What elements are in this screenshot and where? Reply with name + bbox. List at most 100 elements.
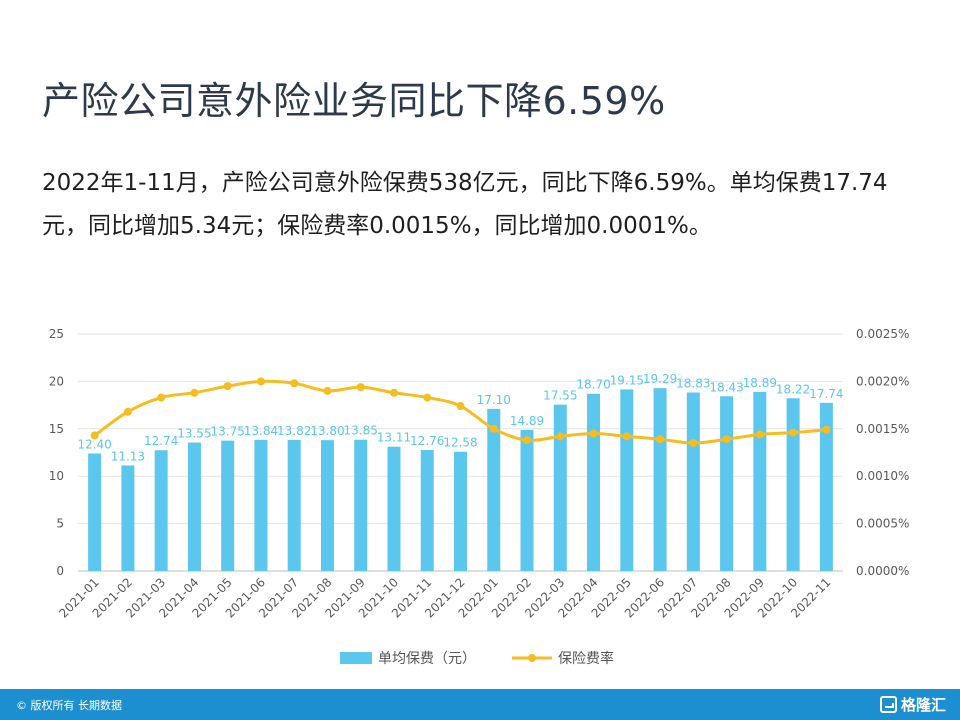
bar-value-label: 12.40: [77, 437, 111, 451]
x-axis-ticks: 2021-012021-022021-032021-042021-052021-…: [56, 575, 833, 620]
rate-point: [389, 388, 398, 397]
bar-value-label: 13.75: [210, 425, 244, 439]
rate-point: [523, 436, 532, 445]
rate-point: [223, 382, 232, 391]
bars: [88, 388, 833, 571]
bar-value-label: 18.22: [776, 382, 810, 396]
bar-value-label: 13.84: [244, 424, 278, 438]
bar-value-label: 18.43: [709, 380, 743, 394]
copyright-text: © 版权所有 长期数据: [16, 699, 122, 712]
bar: [354, 439, 368, 571]
rate-point: [157, 393, 166, 402]
rate-point: [356, 383, 365, 392]
y-left-tick-label: 20: [49, 374, 64, 388]
bar-value-label: 18.89: [743, 376, 777, 390]
y-right-tick-label: 0.0015%: [856, 422, 909, 436]
bar: [587, 393, 601, 571]
bar: [287, 439, 301, 571]
bar: [753, 391, 767, 571]
bar-value-label: 18.70: [576, 378, 610, 392]
bar: [320, 440, 334, 571]
rate-point: [556, 432, 565, 441]
y-left-tick-label: 15: [49, 422, 64, 436]
rate-point: [190, 388, 199, 397]
page-title: 产险公司意外险业务同比下降6.59%: [42, 79, 666, 123]
bar: [154, 450, 168, 571]
bar: [254, 439, 268, 571]
bar: [520, 429, 534, 571]
rate-point: [755, 430, 764, 439]
bar: [553, 404, 567, 571]
brand-icon: [879, 696, 897, 713]
bar-value-label: 13.11: [377, 431, 411, 445]
bar-value-label: 11.13: [111, 449, 145, 463]
bar: [420, 450, 434, 571]
rate-point: [589, 429, 598, 438]
y-right-tick-label: 0.0020%: [856, 374, 909, 388]
rate-point: [789, 428, 798, 437]
legend-line-label: 保险费率: [558, 650, 614, 667]
y-right-tick-label: 0.0000%: [856, 564, 909, 578]
rate-point: [323, 386, 332, 395]
bar: [653, 388, 667, 571]
bar-value-label: 12.74: [144, 434, 178, 448]
bar: [819, 402, 833, 571]
rate-point: [290, 379, 299, 388]
y-left-tick-label: 10: [49, 469, 64, 483]
bar-value-label: 13.55: [177, 427, 211, 441]
legend: 单均保费（元） 保险费率: [340, 650, 614, 667]
rate-point: [622, 432, 631, 441]
brand-name: 格隆汇: [900, 696, 946, 714]
bar-value-label: 19.15: [610, 373, 644, 387]
rate-point: [656, 435, 665, 444]
bar-value-label: 14.89: [510, 414, 544, 428]
left-axis-ticks: 0 5 10 15 20 25: [49, 327, 64, 578]
bar: [387, 446, 401, 571]
legend-bar-swatch: [340, 652, 372, 664]
rate-point: [256, 377, 265, 386]
bar: [686, 392, 700, 571]
right-axis-ticks: 0.0000% 0.0005% 0.0010% 0.0015% 0.0020% 0.002…: [856, 327, 909, 578]
bar: [187, 442, 201, 571]
rate-point: [123, 407, 132, 416]
bar: [720, 396, 734, 571]
bar-value-label: 13.85: [344, 424, 378, 438]
rate-point: [689, 439, 698, 448]
bar-value-label: 19.29: [643, 372, 677, 386]
bar: [121, 465, 135, 571]
legend-line-marker: [528, 654, 536, 662]
rate-point: [456, 402, 465, 411]
y-left-tick-label: 0: [56, 564, 64, 578]
bar: [620, 389, 634, 571]
bar-value-label: 17.74: [809, 387, 843, 401]
y-left-tick-label: 25: [49, 327, 64, 341]
rate-point: [822, 425, 831, 434]
bar-labels: 12.4011.1312.7413.5513.7513.8413.8213.80…: [77, 372, 843, 463]
summary-text: 2022年1-11月，产险公司意外险保费538亿元，同比下降6.59%。单均保费…: [42, 170, 888, 239]
legend-bar-label: 单均保费（元）: [378, 651, 476, 667]
rate-point: [722, 435, 731, 444]
bar: [88, 453, 102, 571]
bar-value-label: 12.58: [443, 436, 477, 450]
y-right-tick-label: 0.0025%: [856, 327, 909, 341]
bar: [786, 398, 800, 571]
bar-value-label: 13.80: [310, 424, 344, 438]
rate-point: [423, 393, 432, 402]
bar: [221, 440, 235, 571]
bar: [454, 451, 467, 571]
bar-value-label: 17.10: [477, 393, 511, 407]
bar-value-label: 17.55: [543, 389, 577, 403]
bar-value-label: 12.76: [410, 434, 444, 448]
rate-point: [489, 424, 498, 433]
y-right-tick-label: 0.0010%: [856, 469, 909, 483]
bar-value-label: 13.82: [277, 424, 311, 438]
y-right-tick-label: 0.0005%: [856, 517, 909, 531]
rate-point: [90, 431, 99, 440]
brand-logo: 格隆汇: [879, 694, 946, 715]
bar: [487, 408, 501, 571]
rate-line: [90, 377, 831, 448]
y-left-tick-label: 5: [56, 517, 64, 531]
footer-bar: © 版权所有 长期数据 格隆汇: [0, 689, 960, 720]
bar-value-label: 18.83: [676, 376, 710, 390]
